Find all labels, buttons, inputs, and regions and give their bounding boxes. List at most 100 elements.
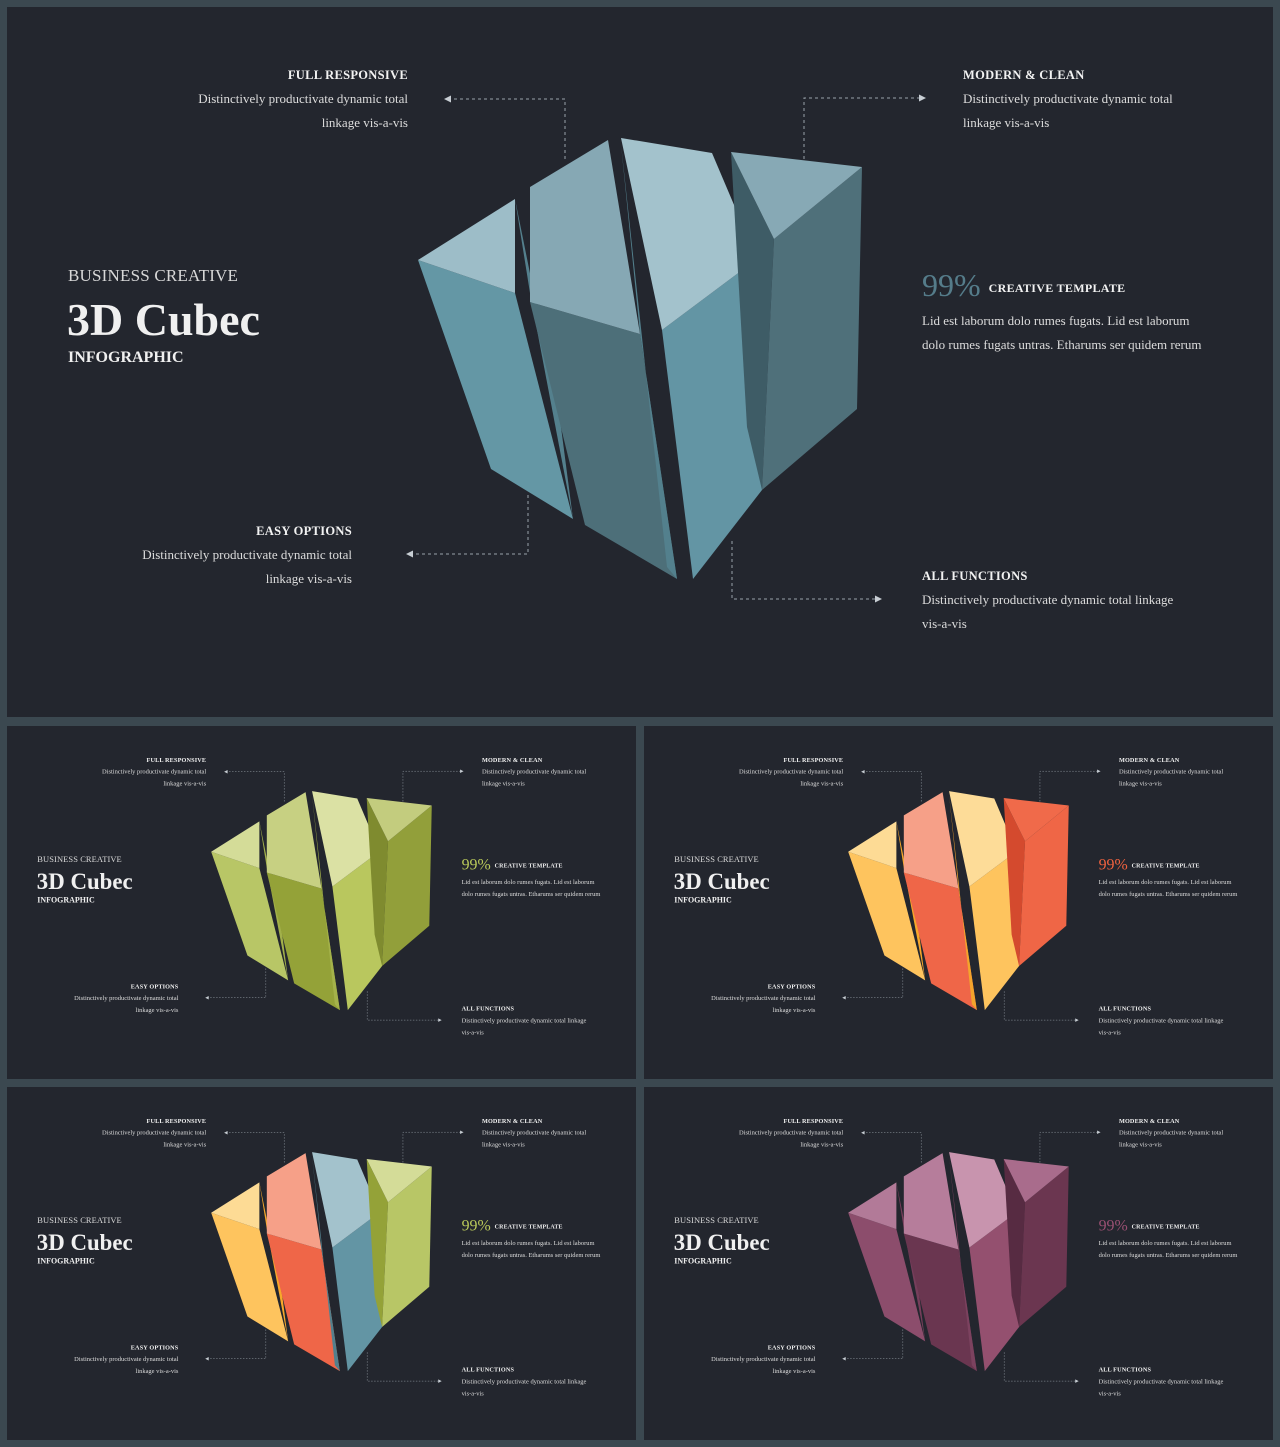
stat-desc: Lid est laborum dolo rumes fugats. Lid e… (461, 878, 601, 898)
connector-easy-options (207, 1329, 267, 1359)
cube-block-1-top (848, 821, 897, 869)
arrow-right-icon (1075, 1018, 1079, 1022)
cube-block-3-front (332, 1212, 383, 1372)
arrow-right-icon (460, 1130, 464, 1134)
cube-block-1-top (211, 1182, 260, 1230)
stat-percent: 99% (1098, 1216, 1128, 1235)
all-functions-label: ALL FUNCTIONS (1098, 1005, 1152, 1013)
cube-block-4-side (366, 1159, 389, 1327)
cube-graphic (418, 138, 862, 579)
stat-heading: 99% CREATIVE TEMPLATE (922, 269, 1125, 301)
page-title: 3D Cubec (673, 868, 770, 894)
connector-all-functions (1003, 991, 1077, 1021)
modern-clean-label: MODERN & CLEAN (481, 1117, 543, 1125)
cube-block-2-front (530, 302, 677, 579)
page-title: 3D Cubec (673, 1229, 770, 1255)
super-title: BUSINESS CREATIVE (68, 266, 239, 285)
all-functions-label: ALL FUNCTIONS (1098, 1366, 1152, 1374)
full-responsive-desc: Distinctively productivate dynamic total… (198, 91, 408, 130)
easy-options-desc: Distinctively productivate dynamic total… (711, 1355, 816, 1375)
cube-block-2-top (266, 1153, 322, 1250)
cube-block-4-front (1019, 805, 1069, 966)
stat-label: CREATIVE TEMPLATE (494, 1223, 563, 1231)
arrow-right-icon (1097, 769, 1101, 773)
connector-lines (205, 769, 464, 1022)
connector-modern-clean (402, 1131, 462, 1163)
connector-modern-clean (803, 97, 921, 159)
connector-all-functions (366, 1352, 440, 1382)
full-responsive-desc: Distinctively productivate dynamic total… (739, 767, 844, 788)
cube-block-1-side (515, 199, 573, 519)
arrow-right-icon (919, 94, 926, 102)
modern-clean-label: MODERN & CLEAN (1118, 1117, 1180, 1125)
full-responsive-desc: Distinctively productivate dynamic total… (102, 1128, 207, 1149)
cube-block-2-top (903, 792, 959, 889)
cube-block-3-top (312, 1152, 380, 1248)
slide-mixed: BUSINESS CREATIVE 3D Cubec INFOGRAPHIC F… (7, 1087, 636, 1440)
cube-block-4-side (1003, 1159, 1026, 1327)
cube-block-1-front (211, 851, 289, 981)
connector-easy-options (844, 968, 904, 998)
stat-desc: Lid est laborum dolo rumes fugats. Lid e… (1098, 1239, 1238, 1259)
easy-options-label: EASY OPTIONS (130, 982, 179, 990)
all-functions-label: ALL FUNCTIONS (922, 569, 1028, 583)
easy-options-desc: Distinctively productivate dynamic total… (142, 547, 352, 586)
full-responsive-label: FULL RESPONSIVE (783, 1117, 844, 1125)
easy-options-desc: Distinctively productivate dynamic total… (74, 1355, 179, 1375)
all-functions-desc: Distinctively productivate dynamic total… (922, 592, 1174, 631)
modern-clean-desc: Distinctively productivate dynamic total… (963, 91, 1173, 130)
cube-block-3-top (949, 791, 1017, 887)
stat-label: CREATIVE TEMPLATE (988, 281, 1126, 295)
cube-block-4-front (382, 1166, 432, 1327)
all-functions-desc: Distinctively productivate dynamic total… (1098, 1016, 1224, 1037)
cube-block-3-front (969, 851, 1020, 1011)
super-title: BUSINESS CREATIVE (674, 854, 759, 865)
all-functions-label: ALL FUNCTIONS (461, 1366, 515, 1374)
full-responsive-label: FULL RESPONSIVE (146, 756, 207, 764)
cube-block-4-side (1003, 798, 1026, 966)
cube-block-4-top (731, 152, 862, 239)
stat-label: CREATIVE TEMPLATE (494, 862, 563, 870)
cube-block-1-top (211, 821, 260, 869)
easy-options-label: EASY OPTIONS (767, 982, 816, 990)
modern-clean-desc: Distinctively productivate dynamic total… (1118, 1128, 1224, 1149)
cube-block-1-side (896, 821, 926, 981)
connector-easy-options (411, 495, 529, 555)
cube-block-2-top (266, 792, 322, 889)
super-title: BUSINESS CREATIVE (674, 1215, 759, 1226)
subtitle: INFOGRAPHIC (37, 1256, 95, 1266)
full-responsive-desc: Distinctively productivate dynamic total… (102, 767, 207, 788)
cube-block-4-front (762, 167, 862, 490)
full-responsive-label: FULL RESPONSIVE (287, 68, 408, 82)
arrow-left-icon (224, 769, 228, 774)
cube-graphic (848, 1152, 1069, 1372)
easy-options-label: EASY OPTIONS (256, 524, 352, 538)
modern-clean-desc: Distinctively productivate dynamic total… (1118, 767, 1224, 788)
modern-clean-label: MODERN & CLEAN (481, 756, 543, 764)
arrow-left-icon (406, 550, 413, 558)
all-functions-desc: Distinctively productivate dynamic total… (461, 1016, 587, 1037)
stat-heading: 99% CREATIVE TEMPLATE (462, 856, 563, 872)
cube-block-1-front (211, 1212, 289, 1342)
stat-desc: Lid est laborum dolo rumes fugats. Lid e… (1098, 878, 1238, 898)
easy-options-desc: Distinctively productivate dynamic total… (711, 994, 816, 1014)
connector-lines (205, 1130, 464, 1383)
stat-percent: 99% (461, 855, 491, 874)
stat-percent: 99% (922, 267, 981, 303)
cube-block-2-front (266, 1233, 340, 1372)
stat-desc: Lid est laborum dolo rumes fugats. Lid e… (461, 1239, 601, 1259)
cube-block-3-front (969, 1212, 1020, 1372)
page-title: 3D Cubec (36, 1229, 133, 1255)
cube-block-3-top (949, 1152, 1017, 1248)
cube-block-4-front (382, 805, 432, 966)
arrow-right-icon (1075, 1379, 1079, 1383)
stat-percent: 99% (461, 1216, 491, 1235)
cube-block-1-front (848, 851, 926, 981)
cube-graphic (848, 791, 1069, 1011)
modern-clean-desc: Distinctively productivate dynamic total… (481, 767, 587, 788)
all-functions-desc: Distinctively productivate dynamic total… (461, 1377, 587, 1398)
cube-block-3-top (312, 791, 380, 887)
cube-block-4-top (1003, 798, 1069, 842)
page-title: 3D Cubec (67, 294, 260, 345)
connector-lines (406, 94, 926, 603)
